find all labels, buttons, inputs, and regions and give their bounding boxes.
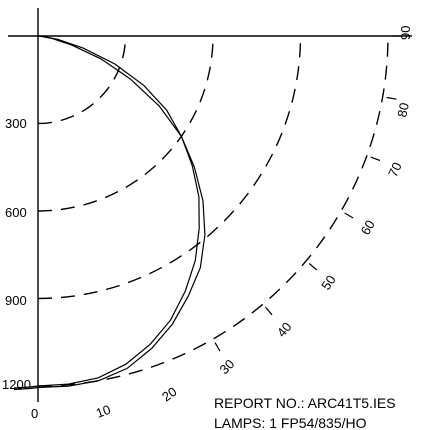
angle-tick-30 — [214, 342, 221, 352]
grid-circle-300 — [37, 35, 127, 125]
angle-tick-80 — [386, 96, 397, 100]
grid-circle-600 — [37, 35, 214, 212]
angle-tick-40 — [265, 306, 273, 316]
vertical-tick-label-600: 600 — [5, 205, 27, 220]
grid-circles — [37, 35, 389, 387]
angle-label-60: 60 — [358, 217, 378, 237]
angle-label-70: 70 — [385, 160, 405, 179]
angle-label-40: 40 — [274, 319, 295, 340]
vertical-tick-label-300: 300 — [5, 116, 27, 131]
angle-tick-50 — [308, 263, 318, 271]
report-number-text: REPORT NO.: ARC41T5.IES — [214, 395, 396, 411]
vertical-tick-label-900: 900 — [5, 293, 27, 308]
angle-label-30: 30 — [217, 356, 238, 377]
angle-tick-70 — [370, 156, 381, 162]
bottom-label-0: 0 — [31, 406, 38, 421]
angle-label-90: 90 — [398, 26, 413, 40]
bottom-label-10: 10 — [94, 402, 113, 421]
angle-ticks — [214, 35, 402, 352]
distribution-curve-2 — [13, 35, 200, 389]
grid-circle-1200 — [37, 35, 389, 387]
axis-labels: 300 600 900 1200 0 10 20 30 40 50 60 70 … — [2, 26, 413, 421]
bottom-label-20: 20 — [159, 384, 179, 405]
angle-label-50: 50 — [318, 272, 339, 292]
axes — [8, 8, 412, 402]
lamps-text: LAMPS: 1 FP54/835/HO — [214, 415, 367, 430]
distribution-curve-1 — [13, 35, 206, 391]
vertical-tick-label-1200: 1200 — [2, 377, 31, 392]
angle-tick-60 — [344, 212, 354, 219]
annotations: REPORT NO.: ARC41T5.IES LAMPS: 1 FP54/83… — [214, 395, 396, 430]
grid-circle-900 — [37, 35, 302, 300]
angle-label-80: 80 — [394, 101, 412, 118]
distribution-curves — [13, 35, 206, 391]
